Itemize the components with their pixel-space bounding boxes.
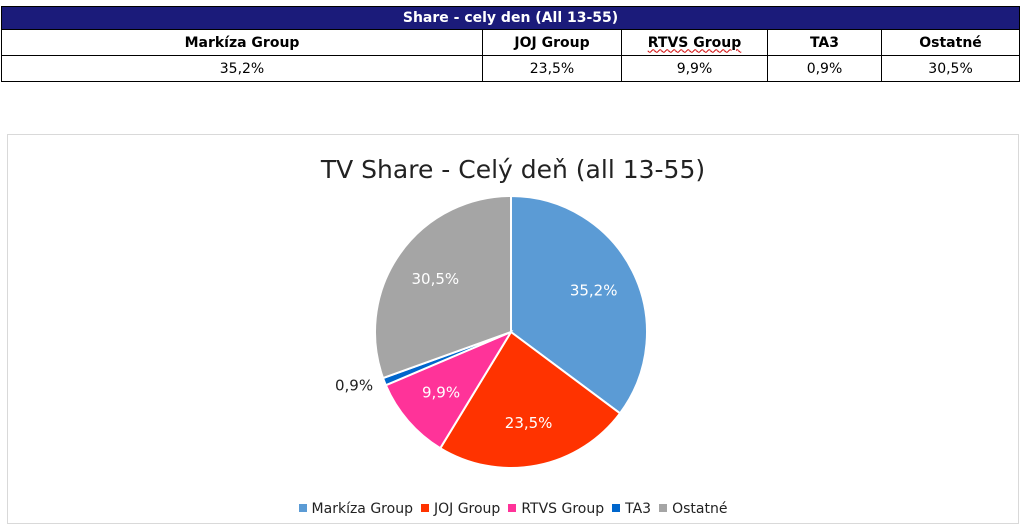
- legend-swatch: [420, 504, 429, 512]
- legend-item-markiza-group: Markíza Group: [298, 501, 413, 517]
- value-rtvs: 9,9%: [621, 55, 768, 82]
- pie-slice-joj-group: [438, 330, 622, 469]
- chart-area: TV Share - Celý deň (all 13-55) 35,2% 23,…: [7, 134, 1019, 524]
- legend-item-joj-group: JOJ Group: [420, 501, 501, 517]
- value-ostatne: 30,5%: [880, 55, 1021, 82]
- legend-label: TA3: [625, 501, 652, 517]
- table-title: Share - cely den (All 13-55): [0, 6, 1021, 30]
- legend-item-ta3: TA3: [612, 501, 651, 517]
- header-ostatne: Ostatné: [880, 29, 1021, 56]
- data-label-rtvs-group: 9,9%: [422, 384, 460, 402]
- data-label-ta3: 0,9%: [335, 376, 373, 394]
- legend-swatch: [508, 504, 517, 512]
- header-ta3: TA3: [767, 29, 882, 56]
- data-label-markiza-group: 35,2%: [570, 282, 618, 300]
- legend-swatch: [612, 504, 621, 512]
- header-rtvs: RTVS Group: [621, 29, 768, 56]
- header-rtvs-label: RTVS Group: [647, 34, 742, 51]
- pie-slice-markiza-group: [510, 194, 648, 415]
- chart-legend: Markíza Group JOJ Group RTVS Group TA3 Ostat…: [8, 501, 1018, 517]
- data-label-ostatne: 30,5%: [412, 270, 460, 288]
- legend-swatch: [659, 504, 668, 512]
- share-table: Share - cely den (All 13-55) Markíza Gro…: [0, 6, 1021, 82]
- header-joj: JOJ Group: [482, 29, 622, 56]
- legend-label: JOJ Group: [433, 501, 501, 517]
- legend-label: Ostatné: [672, 501, 728, 517]
- pie-slice-ostatne: [374, 194, 512, 380]
- header-markiza: Markíza Group: [1, 29, 483, 56]
- legend-item-ostatne: Ostatné: [659, 501, 727, 517]
- legend-swatch: [298, 504, 307, 512]
- value-joj: 23,5%: [482, 55, 622, 82]
- legend-label: RTVS Group: [521, 501, 605, 517]
- pie-slice-rtvs-group: [384, 329, 514, 450]
- chart-title: TV Share - Celý deň (all 13-55): [320, 155, 706, 184]
- value-markiza: 35,2%: [1, 55, 483, 82]
- legend-label: Markíza Group: [311, 501, 413, 517]
- data-label-joj-group: 23,5%: [505, 414, 553, 432]
- value-ta3: 0,9%: [767, 55, 882, 82]
- legend-item-rtvs-group: RTVS Group: [508, 501, 604, 517]
- pie-chart: 35,2% 23,5% 9,9% 0,9% 30,5%: [335, 194, 648, 469]
